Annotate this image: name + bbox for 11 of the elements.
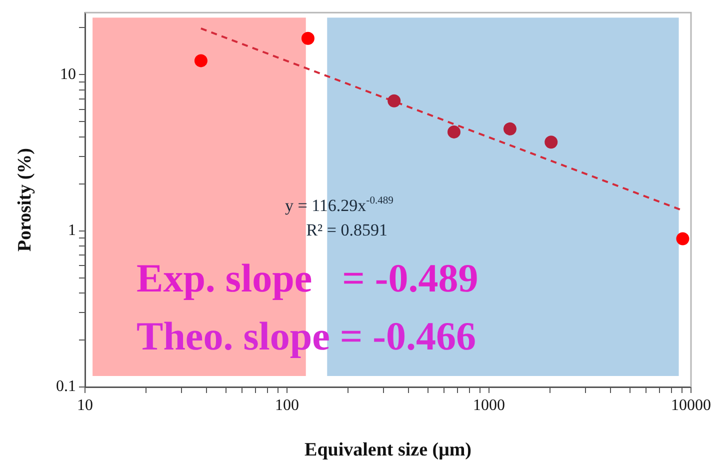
annotation: Exp. slope = -0.489: [136, 256, 478, 301]
y-axis-title: Porosity (%): [14, 148, 36, 252]
x-tick-label: 100: [275, 396, 299, 414]
y-tick-label: 10: [60, 66, 76, 83]
annotation: R² = 0.8591: [306, 220, 388, 240]
x-tick-label: 10000: [671, 396, 711, 414]
x-tick-label: 1000: [473, 396, 505, 414]
y-tick-label: 1: [68, 222, 76, 240]
x-tick-label: 10: [77, 396, 93, 414]
x-axis-title: Equivalent size (μm): [304, 440, 472, 461]
y-tick-label: 0.1: [56, 378, 76, 396]
